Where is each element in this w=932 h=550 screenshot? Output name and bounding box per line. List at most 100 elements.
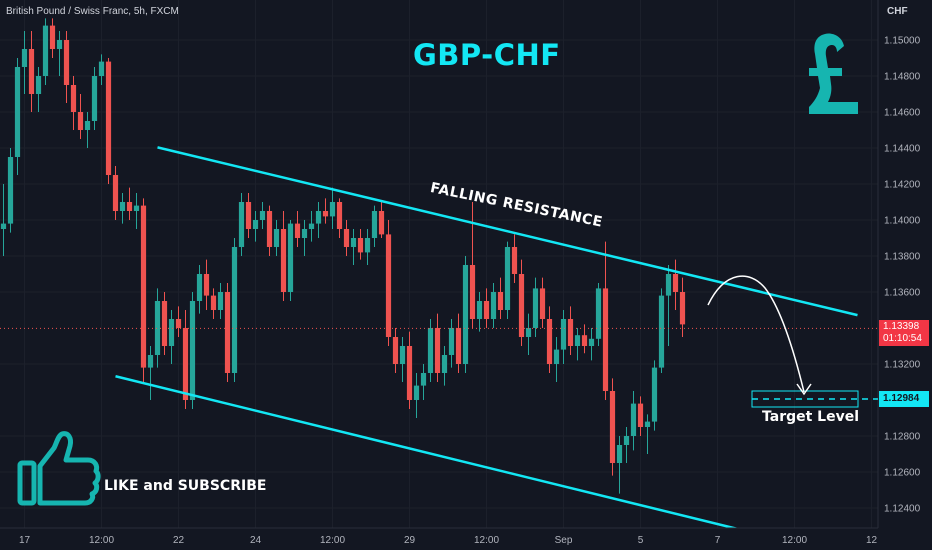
candle-body	[504, 247, 511, 310]
candle-body	[203, 274, 210, 296]
candle-body	[126, 202, 133, 211]
candle-body	[42, 25, 49, 77]
price-tick-label: 1.12400	[884, 504, 921, 515]
time-tick-label: 12	[866, 535, 878, 546]
candle-body	[98, 61, 105, 76]
falling-resistance-line[interactable]	[157, 146, 858, 317]
candle-body	[224, 292, 231, 373]
candle-body	[7, 157, 14, 224]
price-axis-panel[interactable]	[878, 0, 932, 528]
price-tick-label: 1.14400	[884, 144, 921, 155]
candle-body	[140, 205, 147, 368]
candle-body	[35, 76, 42, 94]
candle-body	[483, 301, 490, 319]
trendlines	[0, 146, 878, 546]
candle-body	[245, 202, 252, 229]
symbol-header[interactable]: British Pound / Swiss Franc, 5h, FXCM	[6, 6, 179, 17]
candle-body	[252, 220, 259, 229]
candle-body	[644, 421, 651, 427]
time-tick-label: 29	[404, 535, 416, 546]
pound-sign-icon	[809, 33, 858, 114]
candle-body	[280, 229, 287, 292]
candle-body	[490, 292, 497, 319]
candle-body	[147, 355, 154, 368]
bar-countdown: 01:10:54	[883, 333, 922, 344]
candle-body	[84, 121, 91, 130]
candle-body	[385, 234, 392, 337]
like-subscribe-text: LIKE and SUBSCRIBE	[104, 478, 267, 494]
time-tick-label: 12:00	[782, 535, 807, 546]
candle-body	[371, 211, 378, 238]
candle-body	[266, 211, 273, 247]
candle-body	[672, 274, 679, 292]
candle-body	[679, 292, 686, 325]
candle-body	[623, 436, 630, 445]
candle-body	[119, 202, 126, 211]
price-tick-label: 1.12800	[884, 432, 921, 443]
candle-body	[665, 274, 672, 296]
candle-body	[168, 319, 175, 346]
time-tick-label: 12:00	[474, 535, 499, 546]
price-tick-label: 1.15000	[884, 36, 921, 47]
projection-arrow-head	[796, 383, 812, 396]
candle-body	[602, 288, 609, 391]
price-tick-label: 1.12600	[884, 468, 921, 479]
target-level-label: Target Level	[762, 409, 860, 425]
candle-body	[49, 25, 56, 49]
price-tick-label: 1.13600	[884, 288, 921, 299]
candle-body	[308, 223, 315, 229]
candle-body	[434, 328, 441, 373]
candle-body	[406, 346, 413, 400]
price-axis-ticks: 1.15000 1.14800 1.14600 1.14400 1.14200 1.140…	[884, 36, 921, 515]
candle-body	[630, 403, 637, 436]
candle-body	[28, 49, 35, 94]
candle-body	[238, 202, 245, 247]
candle-body	[210, 295, 217, 310]
candle-body	[105, 61, 112, 175]
candle-body	[364, 238, 371, 253]
candle-body	[525, 328, 532, 337]
candle-body	[287, 223, 294, 292]
candle-body	[14, 67, 21, 157]
candle-body	[448, 328, 455, 355]
time-tick-label: 12:00	[320, 535, 345, 546]
time-axis-panel[interactable]	[0, 528, 932, 550]
candle-body	[336, 202, 343, 229]
currency-label: CHF	[887, 6, 908, 17]
candle-body	[427, 328, 434, 373]
candle-body	[182, 328, 189, 400]
price-tick-label: 1.13800	[884, 252, 921, 263]
grid-lines	[0, 0, 878, 528]
candle-body	[441, 355, 448, 373]
candle-body	[567, 319, 574, 346]
chart-title: GBP-CHF	[413, 38, 561, 72]
support-line[interactable]	[115, 375, 802, 546]
candle-body	[497, 292, 504, 310]
last-price-value: 1.13398	[883, 321, 920, 332]
time-tick-label: Sep	[555, 535, 573, 546]
price-tick-label: 1.14800	[884, 72, 921, 83]
candle-body	[217, 292, 224, 310]
price-tick-label: 1.14000	[884, 216, 921, 227]
time-tick-label: 12:00	[89, 535, 114, 546]
candle-body	[553, 349, 560, 364]
price-tick-label: 1.14600	[884, 108, 921, 119]
candle-body	[399, 346, 406, 364]
candle-body	[231, 247, 238, 373]
candle-body	[56, 40, 63, 49]
candle-body	[329, 202, 336, 217]
candle-body	[357, 238, 364, 253]
price-tick-label: 1.14200	[884, 180, 921, 191]
candle-body	[574, 335, 581, 346]
candle-body	[259, 211, 266, 220]
candle-body	[175, 319, 182, 328]
candlestick-series	[0, 18, 686, 494]
time-tick-label: 24	[250, 535, 262, 546]
candle-body	[609, 391, 616, 463]
candle-body	[546, 319, 553, 364]
candle-body	[651, 367, 658, 422]
candle-body	[413, 385, 420, 400]
target-price-tag: 1.12984	[879, 391, 929, 407]
candle-body	[637, 403, 644, 427]
